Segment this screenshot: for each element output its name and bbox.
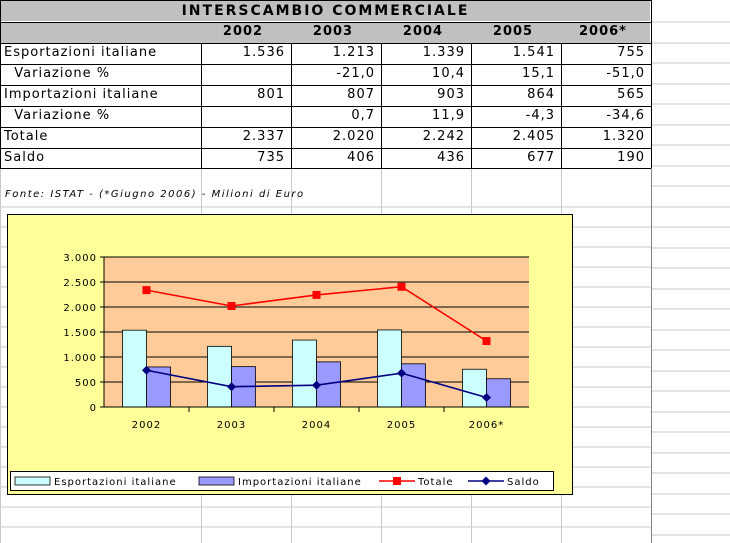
y-tick-label: 1.500 xyxy=(63,328,97,339)
totale-point xyxy=(227,302,236,310)
table-cell: 436 xyxy=(437,150,465,165)
bar-importazioni xyxy=(486,378,511,408)
table-cell: 1.213 xyxy=(332,45,375,60)
table-cell: 864 xyxy=(527,87,555,102)
bar-esportazioni xyxy=(462,368,487,408)
y-tick-label: 500 xyxy=(75,378,97,389)
table-cell: -34,6 xyxy=(606,108,645,123)
legend-swatch xyxy=(198,476,235,486)
legend-label: Saldo xyxy=(507,477,540,488)
x-tick-label: 2006* xyxy=(469,420,504,431)
table-cell: 1.320 xyxy=(602,129,645,144)
legend: Esportazioni italiane Importazioni italia… xyxy=(10,471,554,491)
row-label: Esportazioni italiane xyxy=(4,45,158,60)
table-cell: 801 xyxy=(257,87,285,102)
row-label: Saldo xyxy=(4,150,46,165)
totale-point xyxy=(312,290,321,299)
bar-esportazioni xyxy=(377,329,402,408)
x-tick-label: 2004 xyxy=(302,420,331,431)
table-cell: 2.242 xyxy=(422,129,465,144)
saldo-point xyxy=(482,393,491,402)
table-cell: 807 xyxy=(347,87,375,102)
totale-point xyxy=(397,282,406,291)
row-label: Variazione % xyxy=(4,108,111,123)
x-tick-label: 2005 xyxy=(387,420,416,431)
table-cell: -21,0 xyxy=(336,66,375,81)
legend-label: Totale xyxy=(417,477,454,488)
year-header: 2006* xyxy=(579,24,627,39)
table-cell: 1.339 xyxy=(422,45,465,60)
year-header: 2004 xyxy=(402,24,444,39)
table-cell: 755 xyxy=(617,45,645,60)
table-cell: 2.337 xyxy=(242,129,285,144)
totale-point xyxy=(482,337,491,345)
bar-esportazioni xyxy=(207,345,232,408)
table-title: INTERSCAMBIO COMMERCIALE xyxy=(1,1,650,21)
table-cell: 0,7 xyxy=(351,108,375,123)
table-cell: 10,4 xyxy=(432,66,465,81)
bar-importazioni xyxy=(401,363,426,408)
table-cell: 903 xyxy=(437,87,465,102)
y-tick-label: 1.000 xyxy=(63,353,97,364)
chart: 0 500 1.000 1.500 2.000 2.500 3.000 2002 2003 200… xyxy=(7,214,573,495)
table-cell: -4,3 xyxy=(525,108,555,123)
table-cell: 1.541 xyxy=(512,45,555,60)
y-tick-label: 0 xyxy=(90,403,97,414)
saldo-point xyxy=(227,382,236,392)
saldo-point xyxy=(312,380,321,390)
table-cell: -51,0 xyxy=(606,66,645,81)
year-header: 2005 xyxy=(492,24,534,39)
totale-point xyxy=(142,286,151,295)
bar-esportazioni xyxy=(122,329,147,408)
row-label: Importazioni italiane xyxy=(4,87,159,102)
table-cell: 735 xyxy=(257,150,285,165)
y-tick-label: 3.000 xyxy=(63,253,97,264)
bar-esportazioni xyxy=(292,339,317,408)
legend-label: Importazioni italiane xyxy=(238,477,362,488)
source-note: Fonte: ISTAT - (*Giugno 2006) - Milioni … xyxy=(5,189,305,200)
year-header: 2002 xyxy=(222,24,264,39)
header-row xyxy=(1,23,650,43)
table-cell: 15,1 xyxy=(522,66,555,81)
table-cell: 190 xyxy=(617,150,645,165)
legend-label: Esportazioni italiane xyxy=(54,477,177,488)
y-tick-label: 2.500 xyxy=(63,278,97,289)
table-cell: 406 xyxy=(347,150,375,165)
row-label: Variazione % xyxy=(4,66,111,81)
table-cell: 677 xyxy=(527,150,555,165)
row-label: Totale xyxy=(4,129,49,144)
table-cell: 565 xyxy=(617,87,645,102)
x-tick-label: 2003 xyxy=(217,420,246,431)
y-tick-label: 2.000 xyxy=(63,303,97,314)
saldo-point xyxy=(142,365,151,375)
table-cell: 1.536 xyxy=(242,45,285,60)
table-cell: 11,9 xyxy=(432,108,465,123)
table-cell: 2.405 xyxy=(512,129,555,144)
legend-swatch xyxy=(14,476,51,486)
year-header: 2003 xyxy=(312,24,354,39)
saldo-point xyxy=(397,368,406,378)
table-cell: 2.020 xyxy=(332,129,375,144)
x-tick-label: 2002 xyxy=(132,420,161,431)
